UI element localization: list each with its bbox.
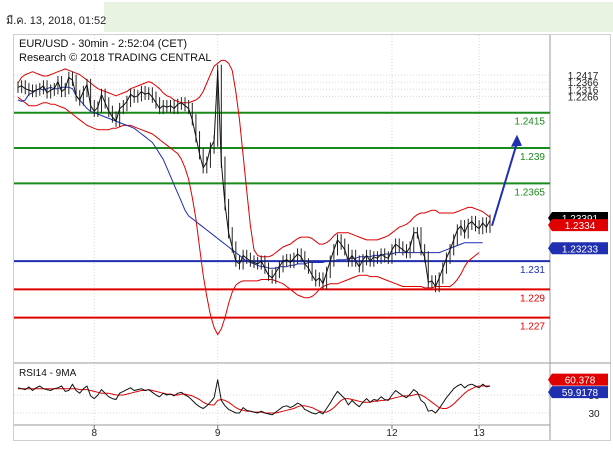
chart-title: EUR/USD - 30min - 2:52:04 (CET) — [19, 38, 187, 50]
y-tick-label: 1.2316 — [568, 85, 599, 96]
upper-band-line — [17, 59, 491, 258]
y-tick-label: 1.2266 — [568, 92, 599, 103]
rsi-line — [17, 379, 491, 416]
x-tick-label: 8 — [91, 428, 97, 439]
rsi-tag-label: 59.9178 — [562, 388, 599, 399]
level-lines: 1.2415 1.239 1.2365 1.231 1.229 1.227 — [14, 111, 550, 333]
price-tag-box — [548, 219, 608, 232]
price-line — [17, 69, 491, 287]
rsi-tag-box — [548, 373, 608, 386]
moving-average-line — [17, 86, 483, 269]
forecast-arrow-head — [511, 134, 522, 147]
level-label: 1.2415 — [514, 117, 545, 128]
chart-subtitle: Research © 2018 TRADING CENTRAL — [19, 52, 212, 64]
level-label: 1.229 — [520, 293, 545, 304]
x-tick-label: 13 — [474, 428, 486, 439]
main-series — [17, 59, 522, 336]
datetime-label: มี.ค. 13, 2018, 01:52 — [6, 15, 107, 27]
rsi-tick-label: 30 — [588, 409, 600, 420]
grid-lines — [14, 35, 550, 425]
top-bar-accent — [104, 2, 613, 32]
level-label: 1.231 — [520, 265, 545, 276]
rsi-title: RSI14 - 9MA — [19, 368, 77, 379]
y-tick-label: 1.2417 — [568, 71, 599, 82]
chart-labels: EUR/USD - 30min - 2:52:04 (CET) Research … — [19, 38, 212, 379]
chart-frame — [13, 34, 611, 441]
price-tag-label: 1.23233 — [562, 244, 599, 255]
forecast-arrow-shaft — [491, 142, 518, 227]
level-label: 1.2365 — [514, 187, 545, 198]
rsi-tag-label: 60.378 — [565, 376, 596, 387]
level-label: 1.227 — [520, 322, 545, 333]
rsi-series — [17, 379, 491, 416]
y-tick-label: 1.2366 — [568, 78, 599, 89]
level-label: 1.239 — [520, 152, 545, 163]
price-tag-label: 1.2334 — [565, 221, 596, 232]
lower-band-line — [17, 96, 480, 336]
top-bar: มี.ค. 13, 2018, 01:52 — [0, 0, 613, 34]
x-tick-label: 12 — [386, 428, 398, 439]
x-tick-label: 9 — [215, 428, 221, 439]
price-tag-box — [548, 242, 608, 255]
rsi-tag-box — [548, 386, 608, 399]
